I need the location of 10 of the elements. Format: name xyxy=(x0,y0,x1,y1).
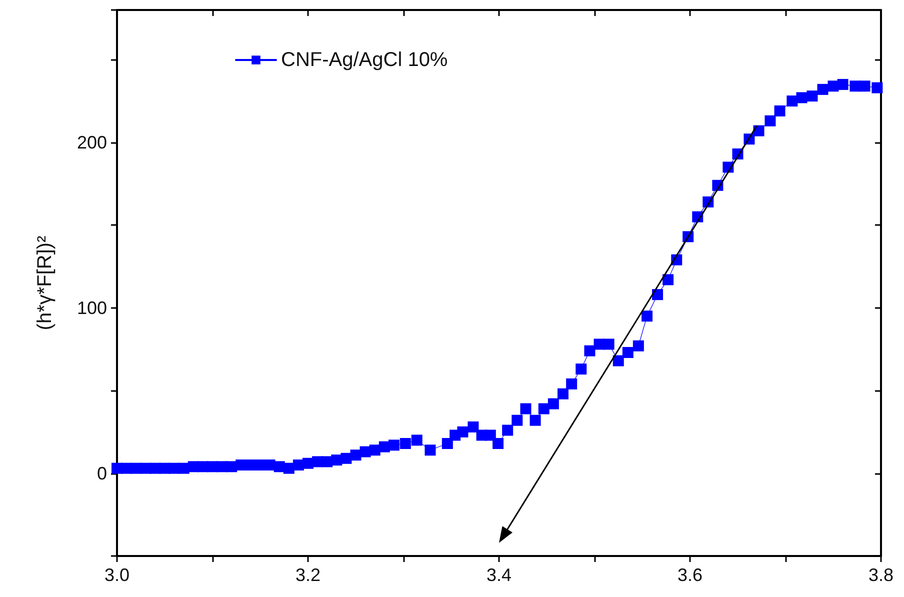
legend-label: CNF-Ag/AgCl 10% xyxy=(281,49,448,71)
x-tick-label: 3.0 xyxy=(104,565,130,585)
y-tick-label: 0 xyxy=(96,463,107,484)
x-tick-label: 3.2 xyxy=(295,565,321,585)
x-tick-label: 3.6 xyxy=(677,565,703,585)
x-tick-label: 3.8 xyxy=(868,565,894,585)
y-tick-label: 200 xyxy=(76,132,107,152)
x-tick-label: 3.4 xyxy=(486,565,512,585)
y-axis-title: (h*γ*F[R])² xyxy=(34,235,56,330)
y-tick-label: 100 xyxy=(76,298,107,318)
